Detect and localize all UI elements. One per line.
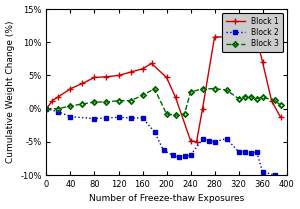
Block 3: [174, 114, 177, 117]
Block 3: [69, 105, 72, 107]
Block 1: [231, 36, 234, 39]
Block 3: [81, 103, 84, 105]
Block 2: [153, 131, 156, 133]
Block 3: [183, 113, 186, 115]
Block 2: [213, 141, 216, 143]
Block 3: [213, 88, 216, 90]
Block 3: [261, 96, 264, 99]
Block 2: [261, 171, 264, 173]
Block 3: [129, 99, 132, 102]
Block 1: [213, 36, 216, 38]
Block 2: [225, 137, 228, 140]
Block 3: [93, 101, 96, 103]
X-axis label: Number of Freeze-thaw Exposures: Number of Freeze-thaw Exposures: [89, 194, 244, 203]
Block 2: [69, 115, 72, 118]
Block 1: [261, 61, 264, 63]
Block 1: [270, 99, 273, 102]
Block 1: [195, 141, 198, 143]
Block 1: [45, 107, 48, 110]
Block 1: [150, 62, 153, 65]
Block 3: [57, 107, 60, 110]
Block 1: [117, 74, 120, 77]
Block 2: [177, 156, 180, 158]
Block 3: [237, 97, 240, 100]
Block 3: [105, 101, 108, 103]
Block 1: [129, 71, 132, 73]
Block 3: [255, 97, 258, 100]
Block 3: [141, 94, 144, 97]
Block 3: [117, 99, 120, 102]
Block 1: [165, 76, 168, 79]
Block 2: [171, 154, 174, 156]
Block 1: [243, 36, 246, 38]
Block 1: [189, 139, 192, 142]
Block 1: [249, 34, 252, 37]
Block 1: [105, 75, 108, 78]
Block 3: [273, 99, 276, 101]
Block 2: [273, 174, 276, 176]
Block 2: [45, 107, 48, 110]
Block 1: [51, 99, 54, 102]
Block 2: [129, 117, 132, 119]
Block 2: [207, 139, 210, 142]
Line: Block 3: Block 3: [44, 86, 283, 118]
Block 2: [117, 116, 120, 119]
Block 2: [183, 155, 186, 158]
Block 2: [243, 150, 246, 153]
Block 3: [153, 88, 156, 90]
Block 3: [189, 91, 192, 93]
Block 1: [201, 107, 204, 110]
Line: Block 1: Block 1: [44, 33, 283, 145]
Block 3: [201, 88, 204, 90]
Block 2: [201, 138, 204, 140]
Block 1: [93, 76, 96, 79]
Block 3: [165, 113, 168, 115]
Block 3: [279, 104, 282, 107]
Block 2: [57, 111, 60, 113]
Block 1: [57, 96, 60, 98]
Block 1: [174, 96, 177, 99]
Block 2: [93, 117, 96, 120]
Block 2: [255, 150, 258, 153]
Block 3: [45, 107, 48, 110]
Block 2: [237, 150, 240, 153]
Y-axis label: Cumulative Weight Change (%): Cumulative Weight Change (%): [6, 21, 15, 163]
Block 2: [249, 152, 252, 154]
Line: Block 2: Block 2: [44, 107, 277, 177]
Block 1: [237, 36, 240, 39]
Block 1: [279, 116, 282, 119]
Block 2: [141, 117, 144, 119]
Block 1: [81, 82, 84, 85]
Block 1: [255, 36, 258, 39]
Block 2: [162, 149, 165, 152]
Legend: Block 1, Block 2, Block 3: Block 1, Block 2, Block 3: [222, 13, 283, 52]
Block 2: [105, 117, 108, 119]
Block 2: [189, 154, 192, 156]
Block 3: [249, 96, 252, 98]
Block 3: [225, 89, 228, 91]
Block 1: [141, 68, 144, 70]
Block 3: [243, 96, 246, 98]
Block 1: [69, 88, 72, 90]
Block 1: [225, 36, 228, 38]
